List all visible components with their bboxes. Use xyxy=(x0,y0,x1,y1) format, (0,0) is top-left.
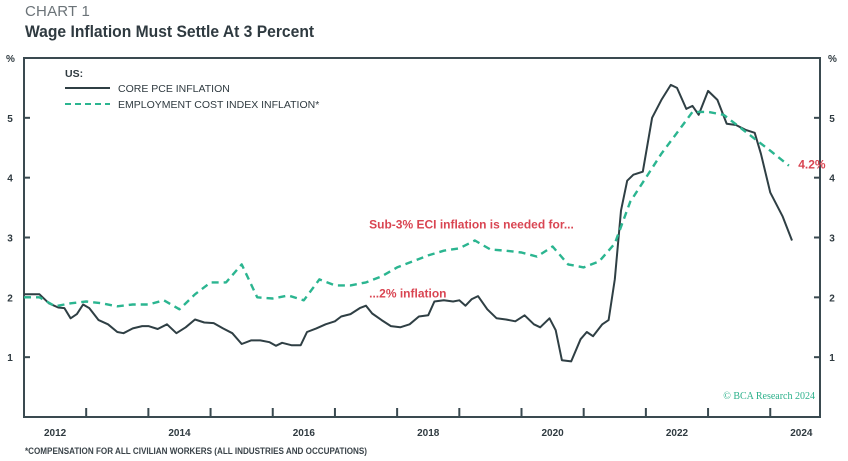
x-tick-label: 2012 xyxy=(44,428,67,439)
y-tick-label-left: 4 xyxy=(7,174,13,185)
x-axis: 2012 2014 2016 2018 2020 2022 2024 xyxy=(44,408,813,439)
x-tick-label: 2024 xyxy=(790,428,813,439)
legend: US: CORE PCE INFLATION EMPLOYMENT COST I… xyxy=(65,68,319,111)
footnote: *COMPENSATION FOR ALL CIVILIAN WORKERS (… xyxy=(25,446,367,456)
y-tick-label-right: 2 xyxy=(829,293,835,304)
annotations: Sub-3% ECI inflation is needed for......… xyxy=(369,158,826,301)
series-line-eci xyxy=(24,110,790,311)
y-axis-left-unit: % xyxy=(6,54,15,65)
legend-heading: US: xyxy=(65,68,83,80)
y-tick-label-right: 1 xyxy=(829,353,835,364)
series-layer xyxy=(24,83,793,363)
x-tick-label: 2014 xyxy=(168,428,191,439)
annotation-latest-eci-value: 4.2% xyxy=(798,158,826,172)
y-tick-label-left: 2 xyxy=(7,293,13,304)
x-tick-label: 2016 xyxy=(293,428,316,439)
x-tick-label: 2020 xyxy=(541,428,564,439)
y-axis-right-unit: % xyxy=(828,54,837,65)
series-line-core-pce xyxy=(24,83,793,363)
y-tick-label-left: 3 xyxy=(7,234,13,245)
y-axis-right: 1 2 3 4 5 xyxy=(814,114,835,364)
x-tick-label: 2018 xyxy=(417,428,440,439)
chart-title: Wage Inflation Must Settle At 3 Percent xyxy=(25,22,315,41)
chart-kicker: CHART 1 xyxy=(25,3,91,20)
y-tick-label-left: 1 xyxy=(7,353,13,364)
y-tick-label-left: 5 xyxy=(7,114,13,125)
legend-label-core-pce: CORE PCE INFLATION xyxy=(118,83,230,95)
annotation-2pct-inflation: ...2% inflation xyxy=(369,286,446,300)
y-tick-label-right: 4 xyxy=(829,174,835,185)
copyright-credit: © BCA Research 2024 xyxy=(723,391,815,402)
legend-label-eci: EMPLOYMENT COST INDEX INFLATION* xyxy=(118,99,319,111)
y-tick-label-right: 5 xyxy=(829,114,835,125)
y-tick-label-right: 3 xyxy=(829,234,835,245)
annotation-sub-3-eci: Sub-3% ECI inflation is needed for... xyxy=(369,218,574,232)
y-axis-left: 1 2 3 4 5 xyxy=(7,114,30,364)
x-tick-label: 2022 xyxy=(666,428,689,439)
